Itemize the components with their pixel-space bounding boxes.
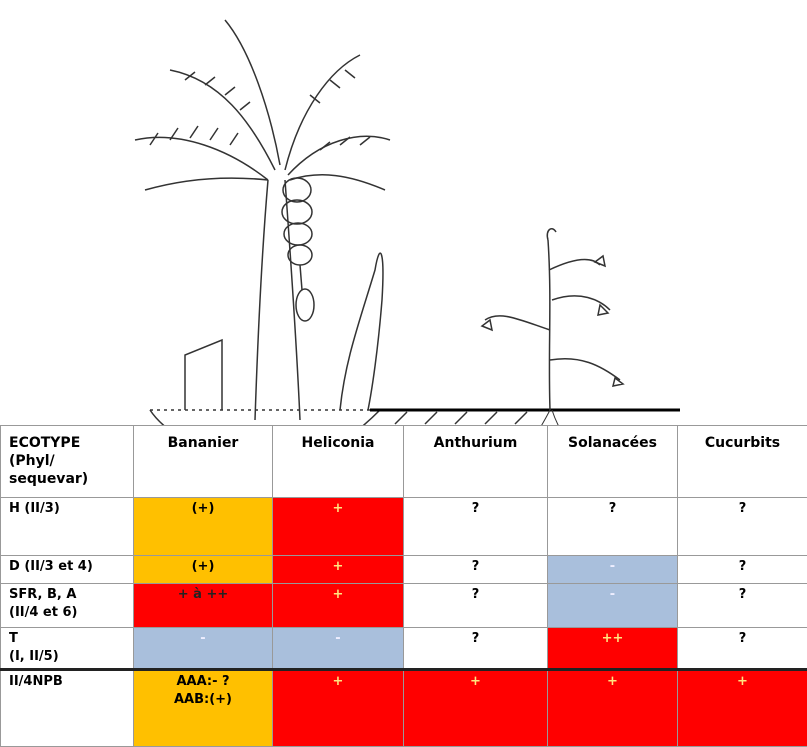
plant-illustration xyxy=(0,0,807,425)
table-cell: ? xyxy=(404,628,548,670)
table-cell: ? xyxy=(678,556,807,584)
table-cell: + xyxy=(273,670,404,747)
table-row: H (II/3)(+)+??? xyxy=(1,498,807,556)
header-cell: Heliconia xyxy=(273,426,404,498)
header-cell: Bananier xyxy=(134,426,273,498)
table-cell: (+) xyxy=(134,556,273,584)
table-row: D (II/3 et 4)(+)+?-? xyxy=(1,556,807,584)
header-cell: ECOTYPE (Phyl/ sequevar) xyxy=(1,426,134,498)
table-row: SFR, B, A (II/4 et 6)+ à +++?-? xyxy=(1,584,807,628)
table-cell: + xyxy=(678,670,807,747)
table-cell: ++ xyxy=(548,628,678,670)
header-cell: Anthurium xyxy=(404,426,548,498)
header-cell: Solanacées xyxy=(548,426,678,498)
table-cell: AAA:- ? AAB:(+) xyxy=(134,670,273,747)
table-cell: (+) xyxy=(134,498,273,556)
table-cell: ? xyxy=(548,498,678,556)
table-cell: - xyxy=(548,556,678,584)
table-cell: - xyxy=(134,628,273,670)
table-cell: ? xyxy=(404,556,548,584)
table-cell: H (II/3) xyxy=(1,498,134,556)
table-cell: T (I, II/5) xyxy=(1,628,134,670)
table-cell: + à ++ xyxy=(134,584,273,628)
table-row: T (I, II/5)--?++? xyxy=(1,628,807,670)
table-cell: + xyxy=(273,498,404,556)
table-cell: + xyxy=(273,556,404,584)
table-cell: - xyxy=(273,628,404,670)
table-cell: D (II/3 et 4) xyxy=(1,556,134,584)
table-cell: ? xyxy=(678,498,807,556)
header-cell: Cucurbits xyxy=(678,426,807,498)
table-cell: ? xyxy=(678,628,807,670)
table-cell: II/4NPB xyxy=(1,670,134,747)
table-cell: ? xyxy=(404,498,548,556)
table-cell: + xyxy=(548,670,678,747)
table-cell: + xyxy=(404,670,548,747)
table-cell: - xyxy=(548,584,678,628)
table-cell: ? xyxy=(404,584,548,628)
table-cell: ? xyxy=(678,584,807,628)
table-cell: SFR, B, A (II/4 et 6) xyxy=(1,584,134,628)
table-cell: + xyxy=(273,584,404,628)
